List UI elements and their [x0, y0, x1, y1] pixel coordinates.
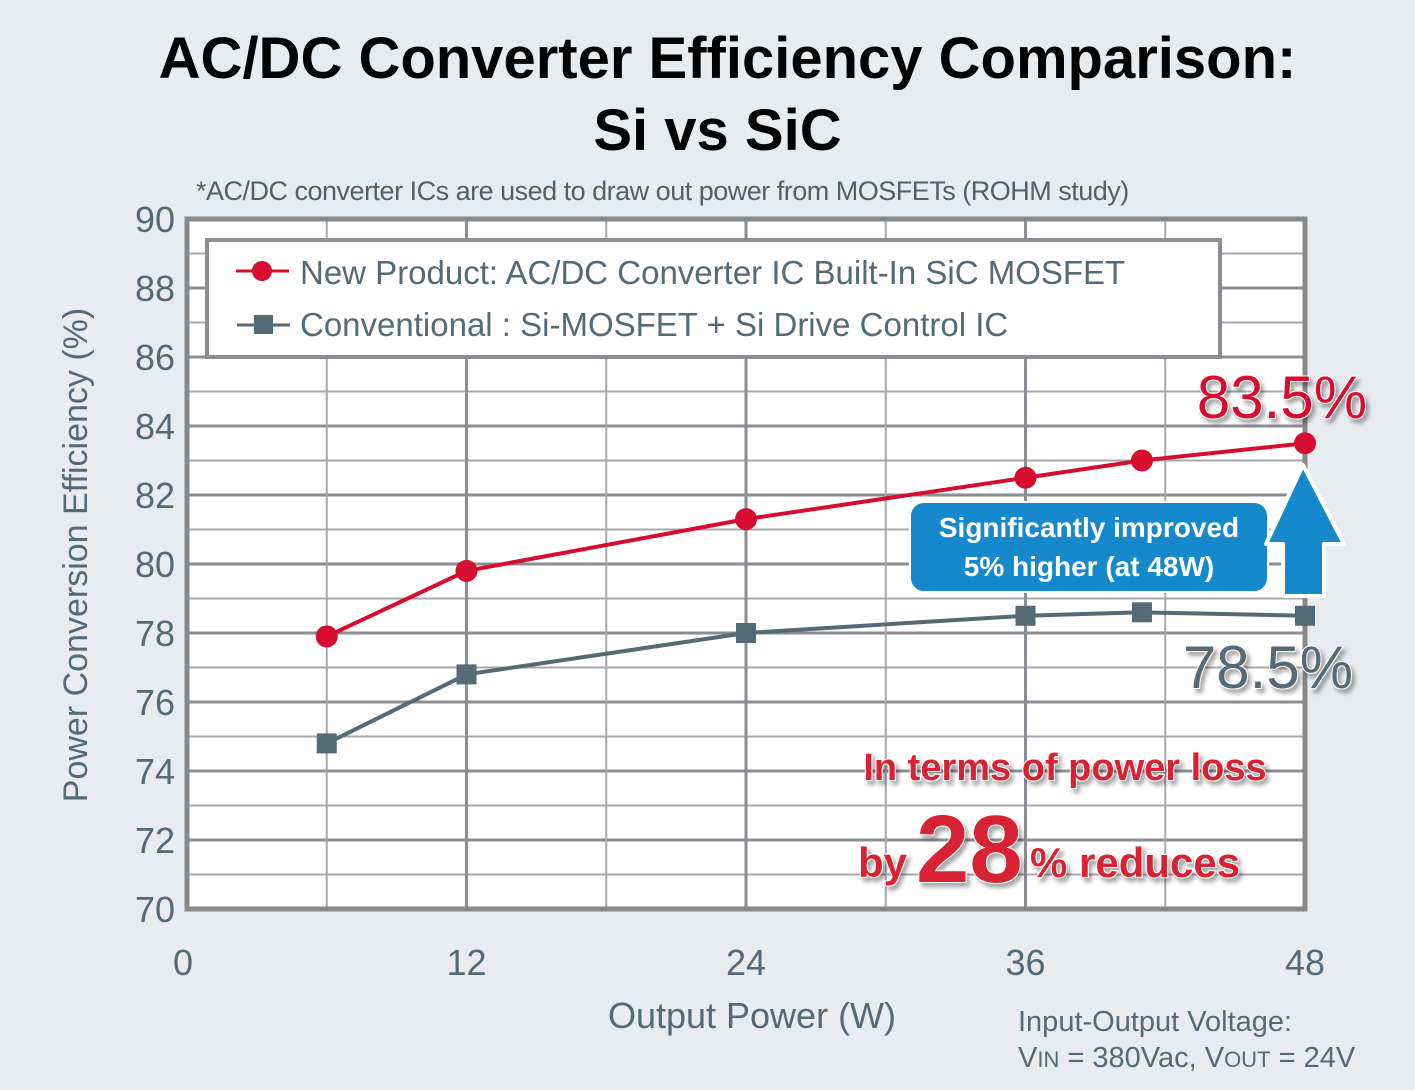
improvement-callout: Significantly improved 5% higher (at 48W…	[909, 463, 1346, 598]
chart-title-line1: AC/DC Converter Efficiency Comparison:	[158, 26, 1297, 91]
vout-value: = 24V	[1270, 1042, 1356, 1074]
data-point-square	[1015, 605, 1036, 626]
x-tick-label: 12	[446, 942, 486, 983]
data-point-square	[1131, 602, 1152, 623]
legend: New Product: AC/DC Converter IC Built-In…	[205, 238, 1222, 359]
series-line	[325, 441, 1306, 639]
y-tick-label: 84	[135, 406, 175, 447]
footnote-line2: VIN = 380Vac, VOUT = 24V	[1018, 1042, 1355, 1075]
chart-subtitle: *AC/DC converter ICs are used to draw ou…	[196, 176, 1129, 206]
x-tick-label: 0	[173, 942, 193, 983]
y-tick-labels: 70 72 74 76 78 80 82 84 86 88 90	[135, 199, 175, 930]
up-arrow-icon	[1264, 463, 1346, 598]
x-tick-labels: 0 12 24 36 48	[173, 942, 1325, 983]
y-tick-label: 78	[135, 613, 175, 654]
power-loss-line1: In terms of power loss	[863, 747, 1266, 789]
data-point-circle	[1014, 466, 1037, 489]
footnote-line1: Input-Output Voltage:	[1018, 1006, 1293, 1038]
y-tick-label: 82	[135, 475, 175, 516]
data-point-square	[456, 664, 477, 685]
series-line	[325, 610, 1306, 746]
x-tick-label: 24	[726, 942, 766, 983]
legend-circle-marker-icon	[252, 261, 272, 281]
y-tick-label: 70	[135, 889, 175, 930]
vout-subscript: OUT	[1224, 1047, 1271, 1072]
callout-box	[909, 501, 1269, 593]
data-point-square	[736, 623, 756, 643]
x-tick-label: 48	[1285, 942, 1325, 983]
y-tick-label: 72	[135, 820, 175, 861]
power-loss-number: 28	[916, 796, 1023, 903]
y-tick-label: 74	[135, 751, 175, 792]
y-axis-label: Power Conversion Efficiency (%)	[57, 308, 95, 802]
x-tick-label: 36	[1005, 942, 1045, 983]
y-tick-label: 90	[135, 199, 175, 240]
legend-square-marker-icon	[254, 315, 273, 334]
data-point-circle	[455, 559, 478, 582]
power-loss-by: by	[858, 839, 908, 886]
y-tick-label: 88	[135, 268, 175, 309]
vin-value: = 380Vac,	[1059, 1042, 1205, 1074]
legend-label-conventional: Conventional : Si-MOSFET + Si Drive Cont…	[300, 306, 1008, 343]
vout-symbol: V	[1204, 1042, 1225, 1074]
callout-line1: Significantly improved	[939, 512, 1239, 543]
new-product-value-label: 83.5%	[1197, 364, 1367, 431]
x-axis-label: Output Power (W)	[608, 995, 896, 1036]
chart-title-line2: Si vs SiC	[593, 98, 842, 163]
data-point-square	[316, 733, 337, 754]
callout-line2: 5% higher (at 48W)	[964, 551, 1214, 582]
data-point-circle	[735, 508, 757, 531]
data-point-square	[1295, 605, 1315, 626]
vin-symbol: V	[1018, 1042, 1038, 1074]
y-tick-label: 80	[135, 544, 175, 585]
power-loss-rest: % reduces	[1030, 839, 1240, 886]
data-point-circle	[1130, 449, 1153, 472]
vin-subscript: IN	[1037, 1047, 1060, 1072]
data-point-circle	[315, 625, 338, 648]
y-tick-label: 86	[135, 337, 175, 378]
power-loss-annotation: In terms of power loss by 28 % reduces	[857, 746, 1268, 904]
legend-label-new: New Product: AC/DC Converter IC Built-In…	[300, 254, 1125, 291]
legend-box	[205, 238, 1222, 359]
y-tick-label: 76	[135, 682, 175, 723]
data-point-circle	[1294, 432, 1316, 455]
conventional-value-label: 78.5%	[1183, 634, 1353, 701]
data-series	[315, 432, 1316, 754]
